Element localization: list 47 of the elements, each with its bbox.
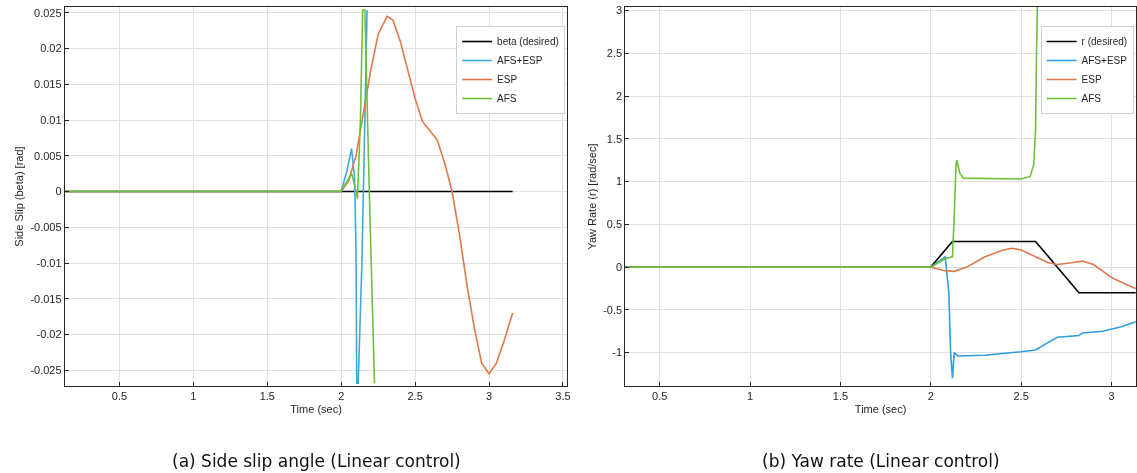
y-tick-label: 1 [616, 175, 623, 188]
y-tick-label: 3 [616, 4, 623, 17]
x-tick-label: 3 [485, 390, 493, 403]
y-tick-label: 0 [616, 260, 623, 273]
y-tick-label: -0.5 [603, 303, 623, 316]
x-tick-label: 1 [190, 390, 197, 403]
x-tick-label: 1 [746, 390, 754, 403]
x-tick-label: 1.5 [832, 390, 849, 403]
y-axis-title: Yaw Rate (r) [rad/sec] [585, 143, 598, 250]
y-tick-label: 1.5 [606, 132, 623, 145]
legend-label: AFS [1081, 93, 1102, 105]
y-tick-label: 0.015 [34, 78, 62, 91]
x-tick-label: 1.5 [259, 390, 275, 403]
legend-label: r (desired) [1081, 36, 1128, 48]
y-tick-label: 0.025 [34, 6, 62, 19]
legend-label: ESP [1081, 74, 1102, 86]
y-axis-title: Side Slip (beta) [rad] [13, 146, 26, 247]
y-tick-label: -0.015 [30, 292, 62, 305]
x-axis-title: Time (sec) [854, 403, 907, 416]
x-axis-title: Time (sec) [290, 403, 342, 416]
y-tick-label: 2 [616, 89, 623, 102]
y-tick-label: 0.02 [40, 42, 62, 55]
y-tick-label: -0.02 [36, 328, 62, 341]
y-tick-label: -0.025 [30, 364, 62, 377]
legend-label: ESP [497, 74, 518, 86]
x-tick-label: 3.5 [555, 390, 571, 403]
y-tick-label: 0.5 [606, 218, 623, 231]
y-tick-label: 0 [55, 185, 62, 198]
y-tick-label: 0.005 [34, 149, 62, 162]
legend-label: AFS+ESP [1081, 55, 1128, 67]
x-tick-label: 2.5 [1013, 390, 1029, 403]
x-tick-label: 0.5 [111, 390, 128, 403]
x-tick-label: 2 [927, 390, 934, 403]
x-tick-label: 0.5 [652, 390, 668, 403]
x-tick-label: 2 [338, 390, 345, 403]
text: (a) Side slip angle (Linear control) [172, 451, 461, 471]
y-tick-label: -0.01 [36, 256, 62, 269]
y-tick-label: 2.5 [606, 47, 623, 60]
legend-label: beta (desired) [497, 36, 559, 48]
x-tick-label: 3 [1108, 390, 1115, 403]
y-tick-label: -1 [612, 346, 623, 359]
legend-label: AFS [497, 93, 517, 105]
text: (b) Yaw rate (Linear control) [762, 451, 1000, 471]
y-tick-label: -0.005 [30, 221, 62, 234]
y-tick-label: 0.01 [40, 113, 62, 126]
legend-label: AFS+ESP [497, 55, 543, 67]
x-tick-label: 2.5 [407, 390, 423, 403]
